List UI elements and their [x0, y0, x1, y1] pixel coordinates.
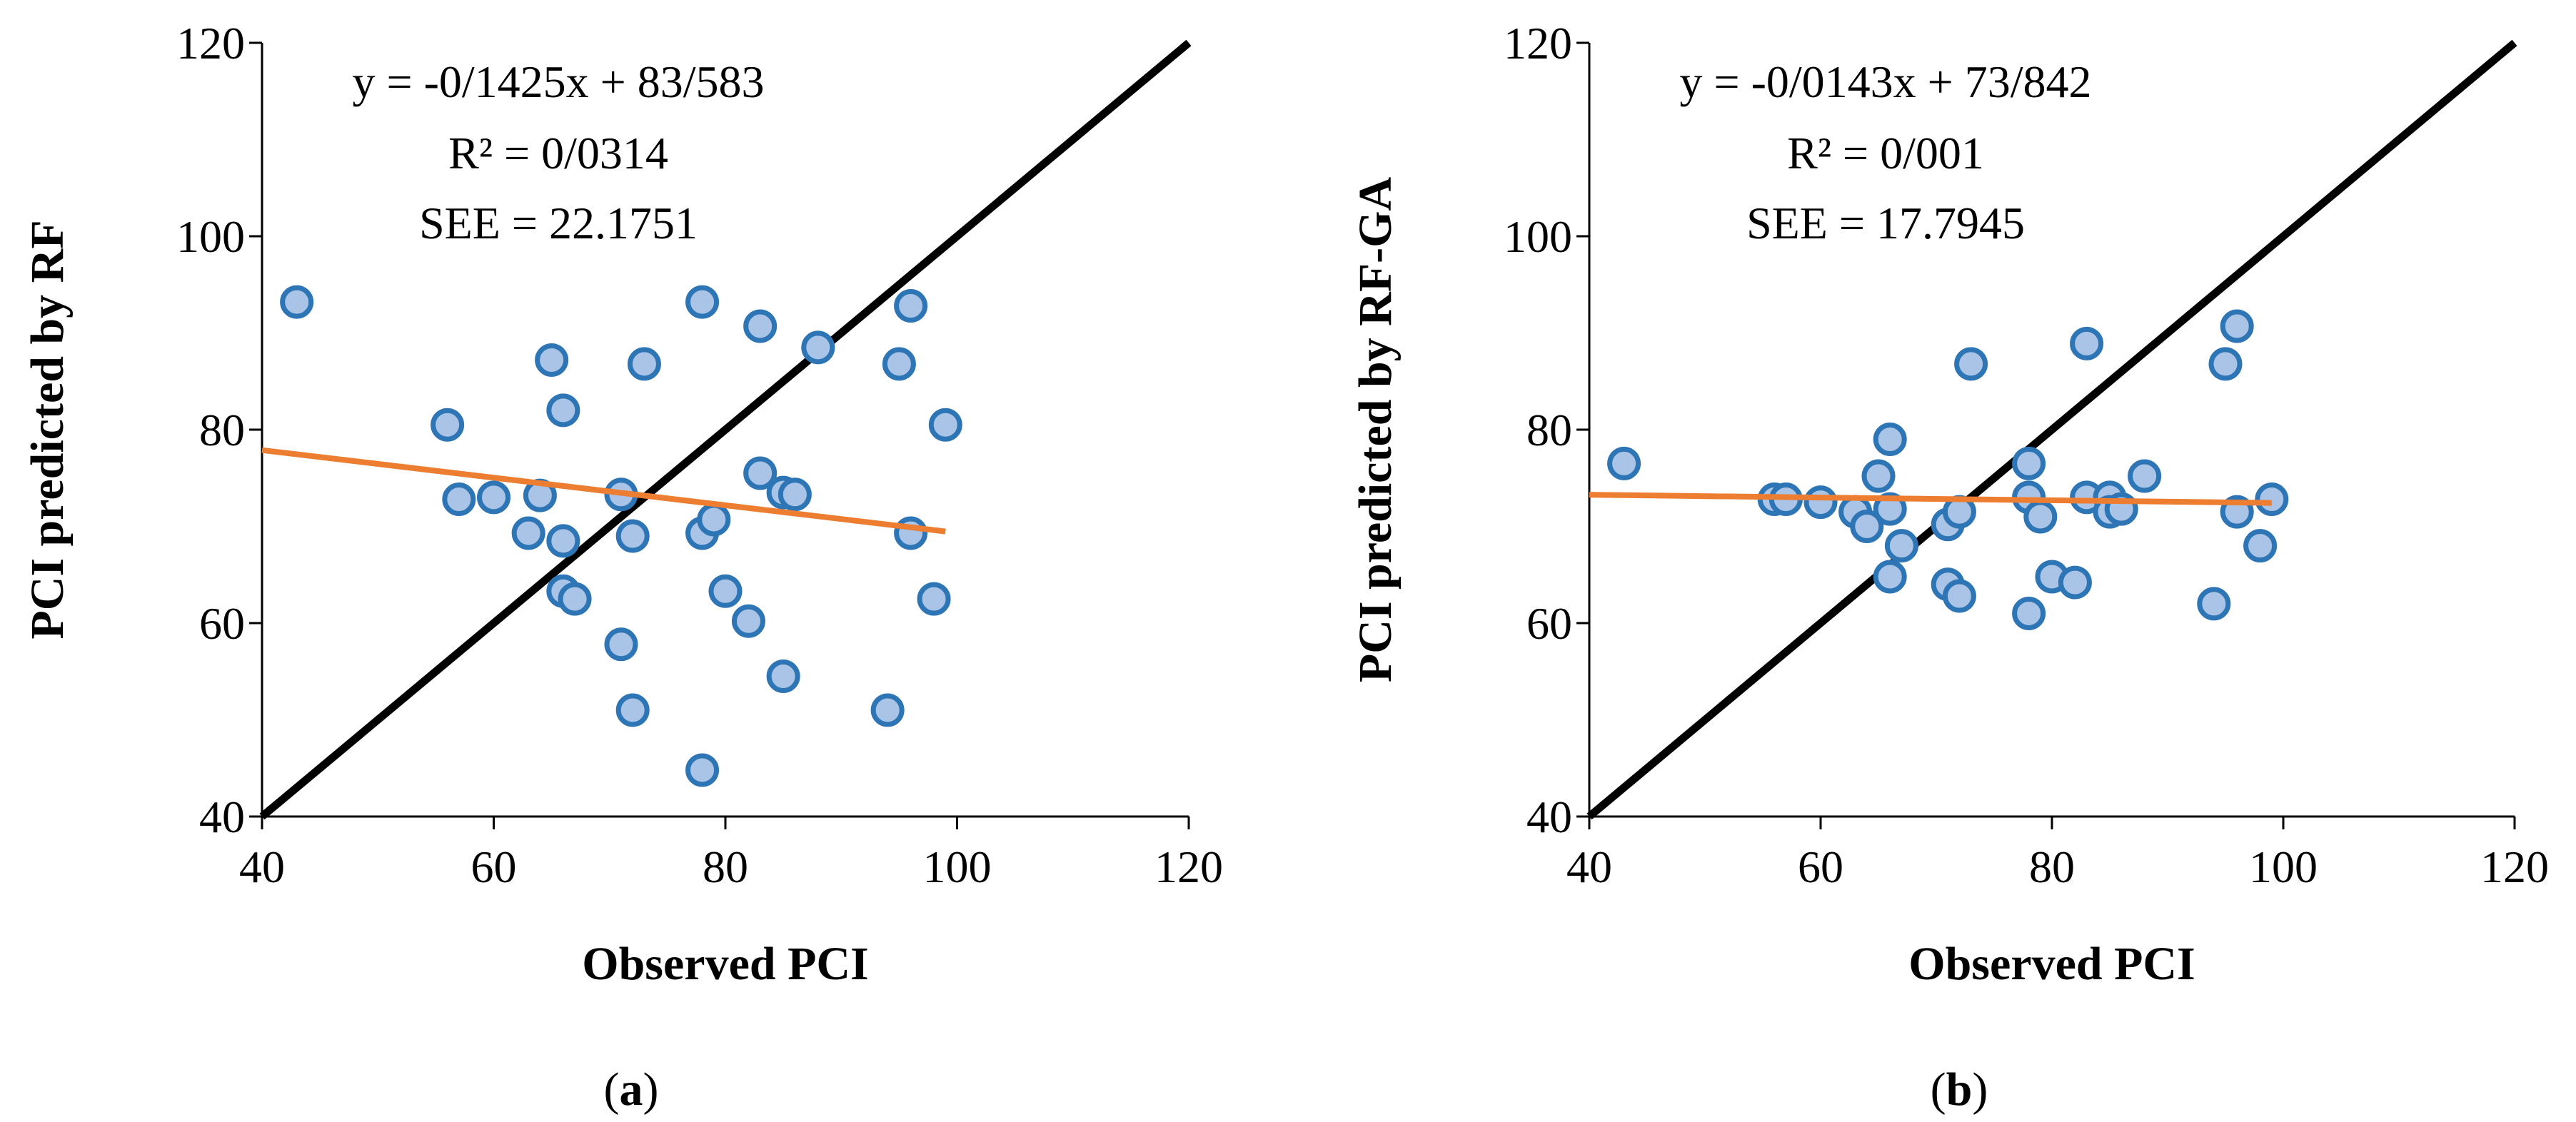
x-tick-label: 80: [2029, 842, 2075, 892]
data-point: [882, 347, 916, 381]
data-point: [2255, 482, 2289, 517]
data-point: [1884, 529, 1918, 563]
data-point: [894, 289, 928, 323]
x-axis-title: Observed PCI: [1908, 938, 2195, 990]
data-point: [558, 582, 592, 616]
data-point: [2023, 500, 2058, 534]
y-tick-label: 100: [176, 211, 245, 262]
data-point: [685, 753, 720, 787]
data-point: [1954, 347, 1988, 381]
y-tick-label: 120: [1504, 18, 1572, 69]
caption-open-paren: (: [604, 1063, 620, 1116]
y-axis-title: PCI predicted by RF: [21, 220, 74, 639]
caption-letter: b: [1946, 1063, 1973, 1116]
data-point: [2197, 587, 2231, 621]
r-squared-label: R² = 0/001: [1787, 128, 1984, 178]
data-point: [894, 516, 928, 550]
data-point: [2243, 529, 2278, 563]
data-point: [2070, 326, 2104, 360]
r-squared-label: R² = 0/0314: [448, 128, 668, 178]
data-point: [604, 627, 638, 662]
data-point: [2128, 459, 2162, 493]
data-point: [801, 330, 835, 365]
data-point: [1873, 423, 1907, 457]
regression-equation: y = -0/0143x + 73/842: [1679, 56, 2091, 107]
trend-line: [1589, 492, 2272, 506]
x-tick-label: 120: [1154, 842, 1223, 892]
data-point: [743, 309, 778, 343]
y-tick-label: 40: [199, 792, 245, 842]
data-point: [2012, 596, 2046, 630]
see-label: SEE = 17.7945: [1746, 198, 2025, 248]
x-tick-label: 60: [1798, 842, 1843, 892]
see-label: SEE = 22.1751: [419, 198, 698, 248]
data-point: [615, 519, 650, 553]
data-point: [1850, 510, 1884, 543]
x-tick-label: 120: [2480, 842, 2549, 892]
data-point: [870, 693, 905, 727]
data-point: [731, 604, 765, 638]
data-point: [431, 408, 465, 442]
data-point: [697, 502, 731, 537]
identity-line: [259, 39, 1192, 820]
x-tick-label: 40: [1566, 842, 1612, 892]
data-point: [2220, 309, 2254, 343]
x-tick-label: 60: [471, 842, 517, 892]
data-point: [685, 285, 720, 319]
data-point: [535, 343, 569, 377]
x-tick-label: 100: [2249, 842, 2318, 892]
x-tick-label: 80: [703, 842, 748, 892]
y-axis-title: PCI predicted by RF-GA: [1349, 177, 1402, 683]
data-point: [442, 482, 476, 517]
data-point: [766, 659, 800, 694]
data-point: [1873, 560, 1907, 594]
chart-a: 40 60 80 100 120 40 60 80 100 120 y = -0/1425x + 8…: [21, 18, 1223, 1116]
caption-open-paren: (: [1931, 1063, 1946, 1116]
x-tick-label: 40: [239, 842, 285, 892]
data-point: [546, 524, 580, 558]
caption-close-paren: ): [643, 1063, 659, 1116]
panel-caption: (b): [1931, 1063, 1988, 1116]
y-tick-label: 60: [1526, 598, 1572, 649]
regression-equation: y = -0/1425x + 83/583: [352, 56, 764, 107]
y-tick-label: 60: [199, 598, 245, 649]
data-point: [627, 347, 661, 381]
data-point: [917, 582, 951, 616]
data-point: [743, 456, 778, 490]
data-point: [778, 477, 812, 512]
data-point: [546, 393, 580, 428]
data-point: [1873, 492, 1907, 526]
data-point: [1607, 446, 1641, 480]
chart-b: 40 60 80 100 120 40 60 80 100 120 y = -0/0143x + 7…: [1349, 18, 2549, 1116]
data-point: [708, 574, 743, 608]
y-tick-label: 40: [1526, 792, 1572, 842]
data-point: [2208, 347, 2243, 381]
y-tick-label: 80: [199, 405, 245, 455]
caption-letter: a: [620, 1063, 643, 1116]
caption-close-paren: ): [1972, 1063, 1988, 1116]
data-point: [1803, 485, 1838, 520]
y-tick-label: 100: [1504, 211, 1572, 262]
data-point: [2058, 565, 2092, 600]
data-point: [280, 285, 314, 319]
y-tick-label: 80: [1526, 405, 1572, 455]
data-point: [2012, 446, 2046, 480]
data-point: [1861, 459, 1896, 493]
panel-caption: (a): [604, 1063, 659, 1116]
data-point: [1942, 579, 1976, 613]
data-point: [477, 480, 510, 515]
identity-line: [1586, 39, 2517, 820]
data-point: [511, 516, 545, 550]
y-tick-label: 120: [176, 18, 245, 69]
data-point: [928, 408, 962, 442]
x-tick-label: 100: [923, 842, 992, 892]
trend-line: [261, 447, 946, 535]
data-point: [615, 693, 650, 727]
x-axis-title: Observed PCI: [582, 938, 868, 990]
